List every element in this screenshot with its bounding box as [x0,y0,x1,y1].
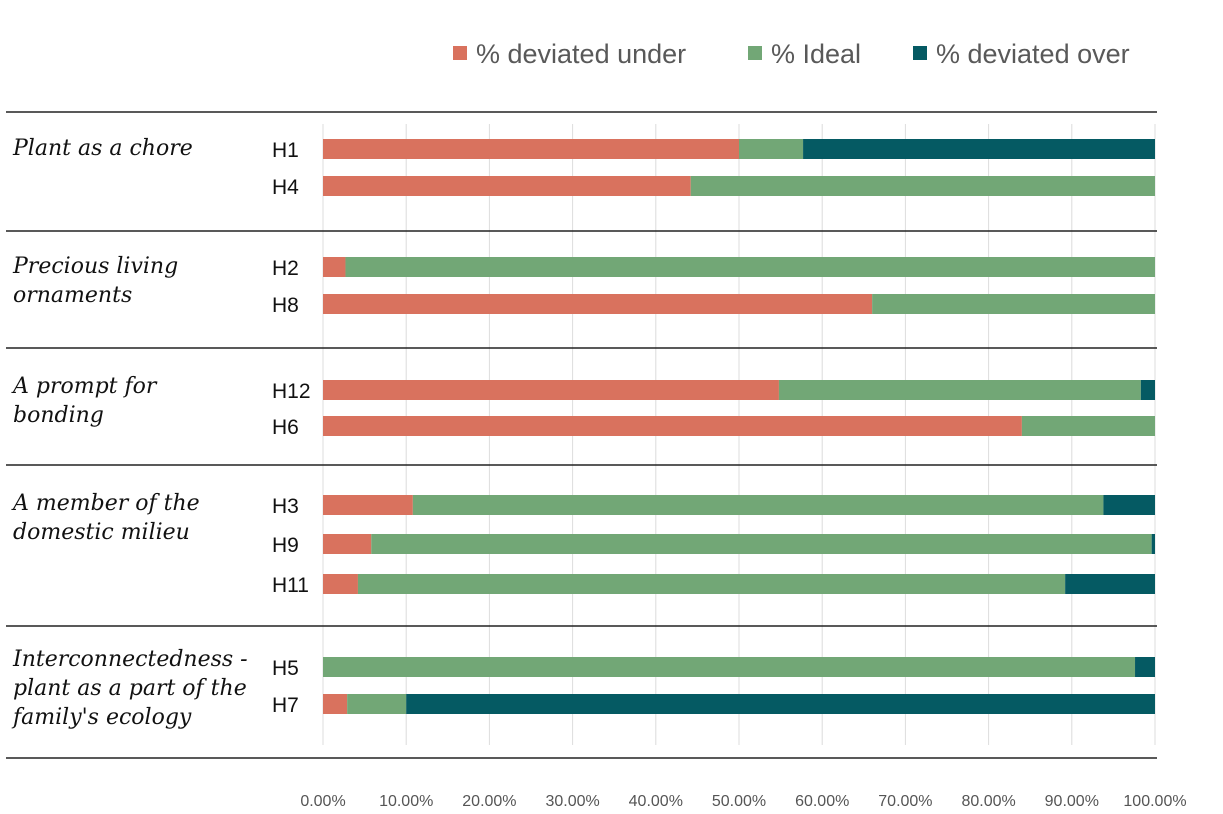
row-label-H9: H9 [272,534,299,557]
row-label-H8: H8 [272,294,299,317]
bar-H1-ideal [739,139,804,159]
bar-H8-ideal [872,294,1155,314]
bar-H5-over [1135,657,1155,677]
bar-H7-under [323,694,348,714]
x-tick-label: 20.00% [462,793,516,810]
bar-H1-over [803,139,1155,159]
x-tick-label: 60.00% [795,793,849,810]
x-tick-label: 90.00% [1045,793,1099,810]
legend-label-over: % deviated over [936,39,1130,69]
bar-H4-ideal [690,176,1155,196]
x-axis-ticks: 0.00% 10.00% 20.00% 30.00% 40.00% 50.00% 60.00… [300,793,1186,810]
row-label-H4: H4 [272,176,299,199]
legend-swatch-under [453,46,467,60]
bar-H9-over [1151,534,1155,554]
legend-swatch-ideal [748,46,762,60]
bar-H11-over [1065,574,1155,594]
group-label: bonding [13,403,104,428]
x-tick-label: 50.00% [712,793,766,810]
x-tick-label: 30.00% [545,793,599,810]
row-label-H12: H12 [272,380,311,403]
legend-label-under: % deviated under [476,39,686,69]
group-label: family's ecology [11,705,192,730]
bar-H6-under [323,416,1022,436]
bar-H12-over [1140,380,1155,400]
legend-swatch-over [913,46,927,60]
x-tick-label: 100.00% [1123,793,1186,810]
bar-H11-ideal [357,574,1066,594]
bar-H12-under [323,380,779,400]
bar-H2-ideal [345,257,1155,277]
bar-H7-over [406,694,1155,714]
bar-H3-under [323,495,413,515]
bar-H11-under [323,574,358,594]
x-tick-label: 40.00% [629,793,683,810]
bars [323,139,1155,714]
bar-H3-ideal [412,495,1104,515]
group-label: ornaments [13,283,132,308]
legend: % deviated under % Ideal % deviated over [453,39,1130,69]
bar-H6-ideal [1021,416,1155,436]
row-label-H3: H3 [272,495,299,518]
group-separators [6,111,1157,759]
bar-H4-under [323,176,691,196]
x-tick-label: 10.00% [379,793,433,810]
row-label-H7: H7 [272,694,299,717]
category-labels: Plant as a chore H1 H4 Precious living ornam… [11,136,311,730]
bar-H5-ideal [323,657,1136,677]
group-label: Precious living [12,254,178,279]
row-label-H5: H5 [272,657,299,680]
bar-H12-ideal [778,380,1141,400]
row-label-H6: H6 [272,416,299,439]
row-label-H11: H11 [272,574,309,597]
row-label-H2: H2 [272,257,299,280]
group-label: Interconnectedness - [12,647,248,672]
x-tick-label: 70.00% [878,793,932,810]
bar-H8-under [323,294,873,314]
row-label-H1: H1 [272,139,299,162]
group-label: plant as a part of the [13,676,247,701]
bar-H3-over [1103,495,1155,515]
x-tick-label: 0.00% [300,793,345,810]
group-label: domestic milieu [13,520,190,545]
bar-H7-ideal [347,694,407,714]
group-label: Plant as a chore [12,136,193,161]
group-label: A member of the [11,491,200,516]
legend-label-ideal: % Ideal [771,39,861,69]
bar-H9-ideal [371,534,1152,554]
bar-H2-under [323,257,346,277]
bar-H9-under [323,534,372,554]
group-label: A prompt for [11,374,158,399]
bar-H1-under [323,139,739,159]
x-tick-label: 80.00% [961,793,1015,810]
